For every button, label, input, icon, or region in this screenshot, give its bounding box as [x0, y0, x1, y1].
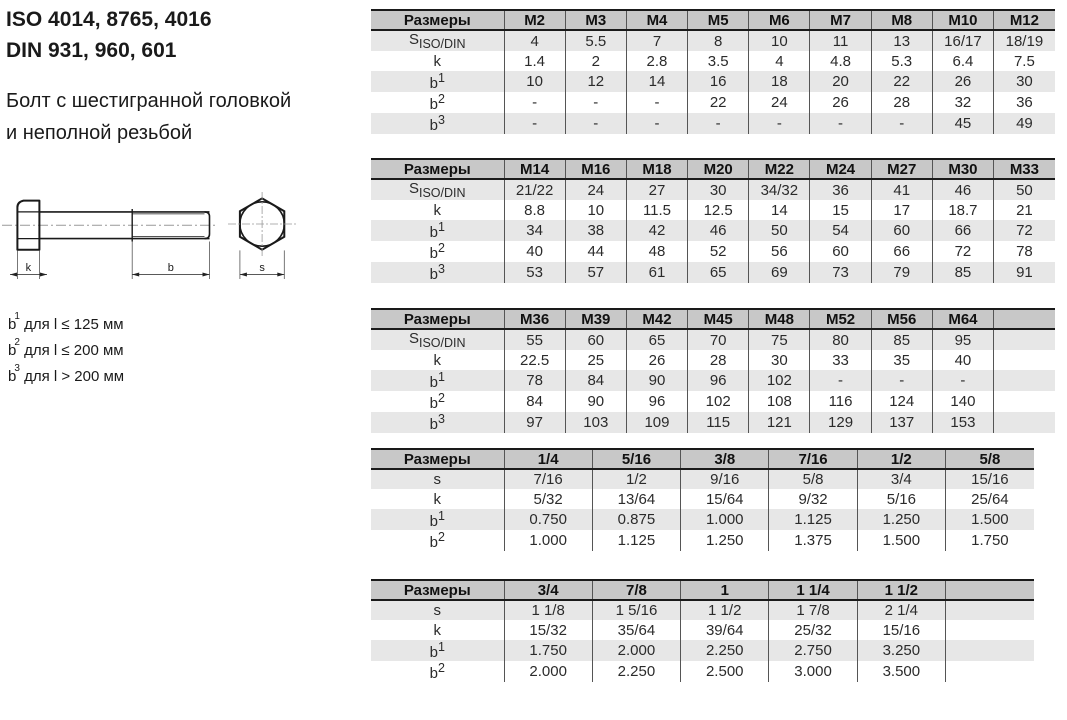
svg-text:k: k — [26, 262, 32, 274]
svg-text:b: b — [168, 262, 174, 274]
svg-text:s: s — [259, 262, 265, 274]
